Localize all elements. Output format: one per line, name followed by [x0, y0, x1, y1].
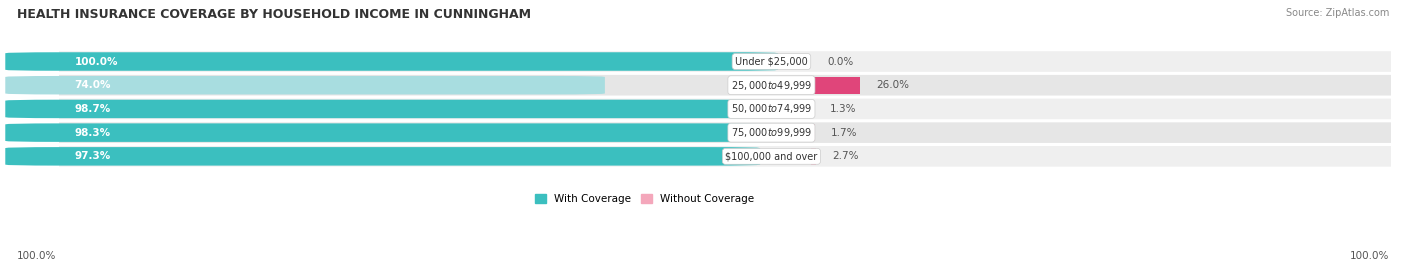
FancyBboxPatch shape [6, 52, 778, 71]
Text: 1.7%: 1.7% [831, 128, 858, 138]
FancyBboxPatch shape [6, 123, 766, 142]
Text: 1.3%: 1.3% [830, 104, 856, 114]
Text: 97.3%: 97.3% [75, 151, 111, 161]
FancyBboxPatch shape [6, 76, 605, 94]
Text: 98.7%: 98.7% [75, 104, 111, 114]
FancyBboxPatch shape [45, 51, 1405, 72]
Bar [811, 148, 817, 165]
Text: 100.0%: 100.0% [1350, 251, 1389, 261]
Text: 0.0%: 0.0% [827, 56, 853, 66]
Text: HEALTH INSURANCE COVERAGE BY HOUSEHOLD INCOME IN CUNNINGHAM: HEALTH INSURANCE COVERAGE BY HOUSEHOLD I… [17, 8, 531, 21]
Text: 100.0%: 100.0% [75, 56, 118, 66]
Bar [811, 77, 860, 94]
Text: $100,000 and over: $100,000 and over [725, 151, 817, 161]
Bar [811, 124, 814, 141]
Text: Under $25,000: Under $25,000 [735, 56, 808, 66]
Legend: With Coverage, Without Coverage: With Coverage, Without Coverage [531, 190, 758, 208]
Text: $50,000 to $74,999: $50,000 to $74,999 [731, 102, 813, 115]
Text: 2.7%: 2.7% [832, 151, 859, 161]
Text: $75,000 to $99,999: $75,000 to $99,999 [731, 126, 813, 139]
FancyBboxPatch shape [45, 99, 1405, 119]
FancyBboxPatch shape [45, 122, 1405, 143]
Text: 98.3%: 98.3% [75, 128, 111, 138]
Text: $25,000 to $49,999: $25,000 to $49,999 [731, 79, 813, 92]
FancyBboxPatch shape [6, 100, 769, 118]
FancyBboxPatch shape [45, 146, 1405, 167]
Text: 26.0%: 26.0% [876, 80, 908, 90]
Text: 74.0%: 74.0% [75, 80, 111, 90]
Text: 100.0%: 100.0% [17, 251, 56, 261]
Bar [811, 101, 814, 117]
FancyBboxPatch shape [45, 75, 1405, 95]
Text: Source: ZipAtlas.com: Source: ZipAtlas.com [1285, 8, 1389, 18]
FancyBboxPatch shape [6, 147, 761, 166]
